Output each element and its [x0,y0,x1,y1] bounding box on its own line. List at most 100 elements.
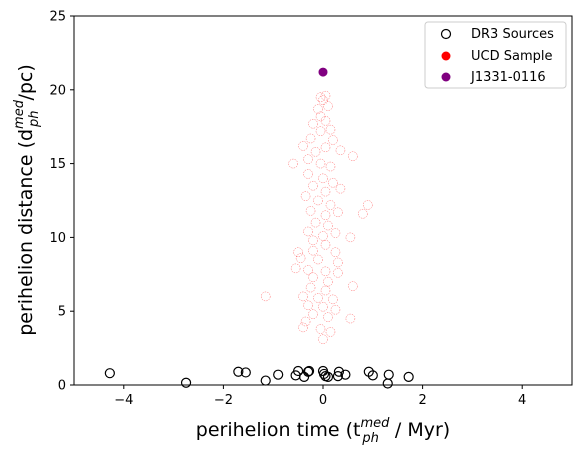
ucd-sample-point [313,195,323,206]
dr3-source-point [273,369,284,380]
dr3-source-point [104,368,115,379]
ucd-sample-point [330,228,341,238]
dr3-source-point [383,369,394,380]
j1331-series [318,67,328,77]
ucd-sample-point [318,334,328,344]
ucd-sample-point [323,101,333,111]
j1331-point [318,67,328,77]
ucd-sample-point [323,312,333,322]
dr3-source-point [303,365,315,377]
dr3-source-point [332,371,344,382]
ucd-sample-point [290,263,301,274]
x-tick-label: 0 [319,393,327,408]
ucd-sample-point [328,135,338,145]
ucd-sample-point [300,316,311,327]
ucd-sample-point [325,124,336,135]
x-axis-label: perihelion time (tmed ph / Myr) [196,416,450,446]
ucd-sample-series [260,90,373,344]
dr3-source-point [240,367,251,378]
ucd-sample-point [303,300,313,311]
ucd-sample-point [325,327,336,337]
ucd-sample-point [320,285,331,296]
y-axis-label-tail: /pc) [15,64,37,100]
dr3-source-point [367,370,378,381]
ucd-sample-point [318,231,328,241]
ucd-sample-point [303,154,313,164]
ucd-sample-point [308,309,318,319]
x-tick-label: −4 [114,393,133,408]
dr3-source-point [340,369,351,380]
ucd-sample-point [298,322,308,333]
ucd-sample-point [308,272,318,283]
ucd-sample-point [315,126,326,136]
dr3-source-point [302,366,314,377]
ucd-sample-point [320,240,331,250]
ucd-sample-point [333,268,343,278]
ucd-sample-point [345,232,356,243]
x-axis-label-sub: ph [361,431,379,446]
legend-dr3-marker [440,28,452,40]
dr3-source-point [322,371,334,382]
ucd-sample-point [308,235,318,246]
y-axis-label-sub: ph [27,111,42,129]
ucd-sample-point [300,191,311,201]
ucd-sample-point [320,210,331,221]
legend: DR3 Sources UCD Sample J1331-0116 [424,21,567,89]
legend-j1331-label: J1331-0116 [470,70,546,85]
ucd-sample-point [305,133,316,144]
ucd-sample-point [348,151,358,161]
ucd-sample-point [303,226,313,237]
ucd-sample-point [328,178,338,188]
ucd-sample-point [303,265,313,275]
ucd-sample-point [320,90,331,101]
x-axis-label-tail: / Myr) [389,419,450,441]
ucd-sample-point [318,95,328,105]
y-tick-label: 0 [58,379,66,394]
ucd-sample-point [305,282,316,293]
ucd-sample-point [323,276,333,287]
ucd-sample-point [320,116,331,126]
dr3-source-point [233,366,244,377]
ucd-sample-point [298,291,308,302]
ucd-sample-point [298,141,308,151]
x-tick-label: 4 [518,393,526,408]
legend-dr3-label: DR3 Sources [471,27,554,42]
dr3-source-point [403,371,414,382]
ucd-sample-point [310,217,321,228]
y-tick-label: 15 [49,157,66,172]
legend-j1331-marker [441,72,451,82]
dr3-sources-series [104,365,414,389]
ucd-sample-point [315,92,326,102]
y-tick-label: 20 [49,83,66,98]
legend-box [424,21,567,89]
ucd-sample-point [260,291,271,302]
x-axis: −4 −2 0 2 4 [114,385,526,408]
ucd-sample-point [308,245,318,256]
ucd-sample-point [333,257,343,268]
legend-ucd-label: UCD Sample [471,49,552,64]
x-axis-label-sup: med [360,416,390,431]
y-tick-label: 25 [49,10,66,25]
ucd-sample-point [318,302,328,312]
ucd-sample-point [308,118,318,129]
ucd-sample-point [293,247,303,257]
ucd-sample-point [295,253,306,263]
x-tick-label: −2 [214,393,233,408]
ucd-sample-point [348,281,358,291]
ucd-sample-point [320,186,331,197]
ucd-sample-point [325,200,336,210]
legend-ucd-marker [441,51,451,61]
ucd-sample-point [363,200,373,210]
ucd-sample-point [358,209,368,219]
ucd-sample-point [330,304,341,315]
ucd-sample-point [335,183,346,194]
ucd-sample-point [288,158,298,169]
ucd-sample-point [323,220,333,231]
y-tick-label: 10 [49,231,66,246]
ucd-sample-point [315,158,326,169]
ucd-sample-point [333,207,343,218]
ucd-sample-point [315,324,326,334]
ucd-sample-point [328,294,338,305]
ucd-sample-point [313,104,323,114]
ucd-sample-point [318,173,328,184]
